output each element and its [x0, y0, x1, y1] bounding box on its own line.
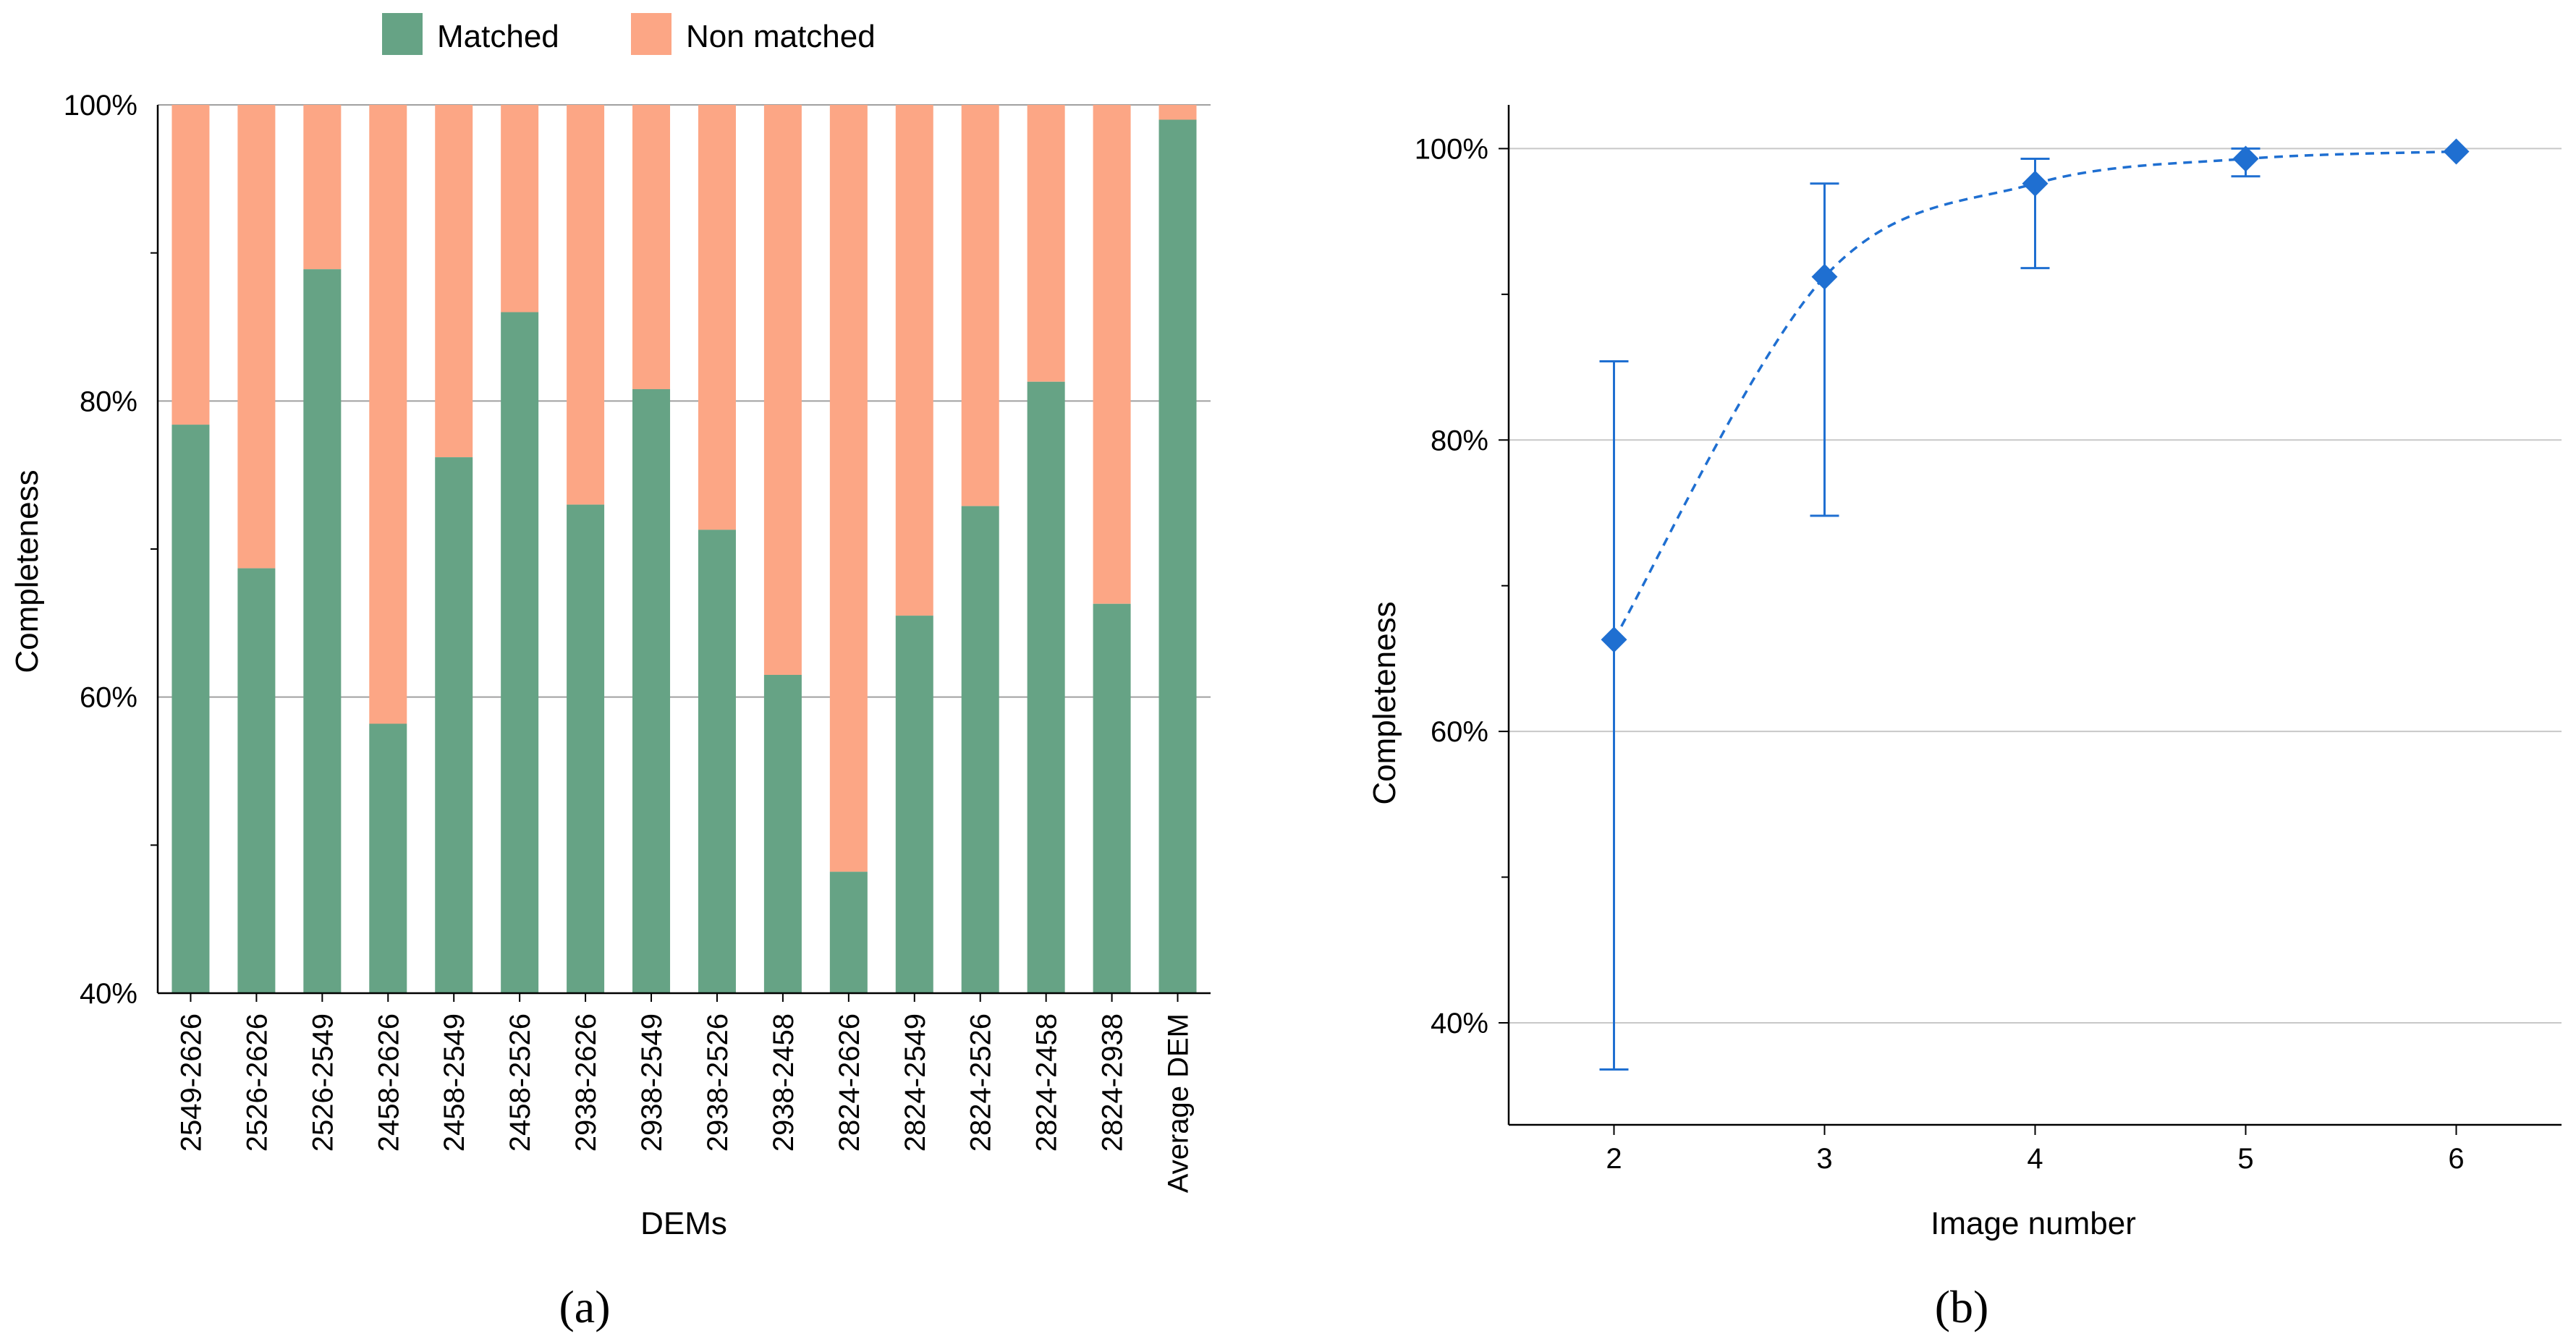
b-panel-label: (b)	[1935, 1281, 1989, 1332]
a-bar-matched	[895, 616, 933, 993]
b-data-point	[2022, 170, 2048, 197]
a-bar-non-matched	[501, 105, 539, 312]
a-bar-matched	[237, 568, 276, 993]
b-data-point	[1601, 626, 1627, 653]
b-x-axis-label: Image number	[1931, 1206, 2136, 1241]
a-x-axis-label: DEMs	[640, 1206, 727, 1241]
b-error-bars	[1599, 147, 2261, 1071]
a-x-tick-label: 2938-2549	[636, 1013, 668, 1152]
a-bar-non-matched	[369, 105, 407, 724]
b-y-tick-label: 60%	[1431, 716, 1488, 748]
a-bar-non-matched	[961, 105, 999, 506]
a-bar-non-matched	[303, 105, 342, 270]
a-x-tick-label: 2458-2526	[504, 1013, 536, 1152]
a-x-tick-label: 2824-2626	[834, 1013, 865, 1152]
b-x-tick-label: 3	[1816, 1143, 1832, 1175]
legend-swatch-matched	[382, 13, 423, 55]
a-bar-non-matched	[1093, 105, 1131, 604]
b-axes	[1499, 105, 2562, 1126]
a-axes	[151, 105, 1211, 995]
b-x-tick-labels: 2 3 4 5 6	[1606, 1125, 2465, 1175]
a-x-tick-label: 2824-2526	[965, 1013, 997, 1152]
b-data-point	[2443, 138, 2470, 165]
b-gridlines	[1509, 148, 2562, 1024]
a-x-tick-labels: 2549-2626 2526-2626 2526-2549 2458-2626 2458…	[175, 993, 1195, 1193]
legend: Matched Non matched	[382, 13, 876, 55]
a-bar-matched	[698, 529, 736, 993]
a-bar-non-matched	[435, 105, 473, 458]
a-bar-matched	[1093, 603, 1131, 993]
a-bar-non-matched	[698, 105, 736, 530]
b-data-point	[2232, 145, 2259, 172]
a-y-tick-label: 80%	[80, 386, 137, 417]
a-bar-non-matched	[237, 105, 276, 569]
a-bar-non-matched	[829, 105, 868, 872]
a-x-tick-label: 2938-2526	[702, 1013, 734, 1152]
a-bar-matched	[435, 457, 473, 993]
a-x-tick-label: Average DEM	[1163, 1013, 1195, 1193]
a-bar-non-matched	[895, 105, 933, 616]
a-bar-non-matched	[567, 105, 605, 505]
a-bar-matched	[171, 425, 210, 993]
a-bar-matched	[829, 872, 868, 993]
legend-label-matched: Matched	[437, 19, 559, 54]
legend-swatch-non-matched	[631, 13, 671, 55]
a-x-tick-label: 2458-2549	[438, 1013, 470, 1152]
a-bar-matched	[303, 269, 342, 993]
b-x-tick-label: 4	[2027, 1143, 2043, 1175]
a-bar-non-matched	[1027, 105, 1065, 382]
b-x-tick-label: 6	[2448, 1143, 2464, 1175]
a-bars	[171, 105, 1197, 993]
a-y-tick-label: 40%	[80, 978, 137, 1010]
a-x-tick-label: 2526-2549	[307, 1013, 339, 1152]
b-y-tick-label: 100%	[1415, 133, 1488, 165]
a-x-tick-label: 2526-2626	[241, 1013, 273, 1152]
a-bar-matched	[1027, 381, 1065, 993]
a-x-tick-label: 2824-2938	[1097, 1013, 1129, 1152]
a-bar-non-matched	[632, 105, 671, 389]
b-y-tick-label: 80%	[1431, 425, 1488, 456]
panel-b: 40% 60% 80% 100% 2 3 4 5 6 Image number Complet…	[1367, 105, 2562, 1332]
a-y-tick-labels: 40% 60% 80% 100%	[64, 90, 137, 1010]
a-bar-non-matched	[1158, 105, 1197, 120]
b-y-tick-label: 40%	[1431, 1008, 1488, 1039]
legend-label-non-matched: Non matched	[686, 19, 876, 54]
b-y-axis-label: Completeness	[1367, 601, 1402, 804]
a-bar-matched	[501, 312, 539, 993]
a-y-axis-label: Completeness	[9, 469, 45, 673]
b-x-tick-label: 5	[2237, 1143, 2253, 1175]
a-bar-matched	[1158, 119, 1197, 993]
a-bar-non-matched	[171, 105, 210, 425]
b-points	[1601, 138, 2470, 653]
a-x-tick-label: 2824-2549	[899, 1013, 931, 1152]
a-x-tick-label: 2458-2626	[373, 1013, 404, 1152]
a-y-tick-label: 100%	[64, 90, 137, 122]
a-bar-non-matched	[763, 105, 802, 675]
a-bar-matched	[763, 674, 802, 993]
b-y-tick-labels: 40% 60% 80% 100%	[1415, 133, 1488, 1039]
a-x-tick-label: 2824-2458	[1031, 1013, 1063, 1152]
a-x-tick-label: 2549-2626	[175, 1013, 207, 1152]
a-x-tick-label: 2938-2626	[570, 1013, 602, 1152]
a-bar-matched	[369, 723, 407, 993]
a-y-tick-label: 60%	[80, 682, 137, 714]
b-x-tick-label: 2	[1606, 1143, 1622, 1175]
panel-a: 40% 60% 80% 100% 2549-2626 2526-2626 2526-254…	[9, 13, 1211, 1332]
a-bar-matched	[632, 388, 671, 993]
b-data-point	[1811, 263, 1838, 290]
a-bar-matched	[567, 504, 605, 993]
a-bar-matched	[961, 506, 999, 993]
a-panel-label: (a)	[559, 1281, 610, 1332]
a-x-tick-label: 2938-2458	[768, 1013, 800, 1152]
